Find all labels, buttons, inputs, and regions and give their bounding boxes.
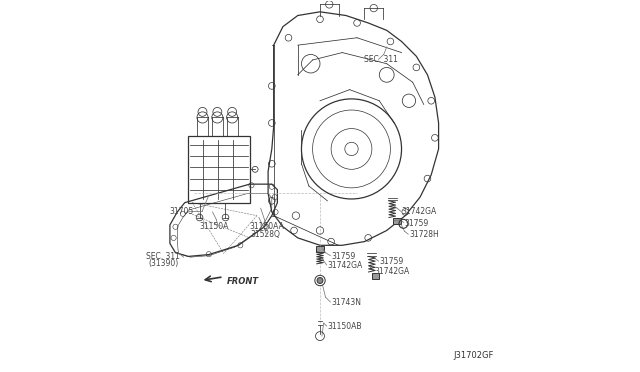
Text: 31742GA: 31742GA (401, 208, 436, 217)
Text: J31702GF: J31702GF (454, 351, 494, 360)
Text: 31743N: 31743N (331, 298, 361, 307)
Text: 31150A: 31150A (200, 222, 229, 231)
Text: 31528Q: 31528Q (251, 230, 280, 239)
Text: 31742GA: 31742GA (328, 261, 363, 270)
Circle shape (315, 275, 325, 286)
Text: 31728H: 31728H (409, 230, 438, 240)
Text: (31390): (31390) (148, 259, 179, 268)
Text: 31150AB: 31150AB (328, 322, 362, 331)
Text: FRONT: FRONT (227, 277, 259, 286)
Polygon shape (372, 273, 380, 279)
Text: 31705: 31705 (170, 208, 194, 217)
Text: 31759: 31759 (404, 219, 429, 228)
Text: 31759: 31759 (331, 252, 355, 261)
Polygon shape (316, 246, 324, 252)
Text: 31150AA: 31150AA (250, 222, 284, 231)
Text: 31759: 31759 (380, 257, 404, 266)
Polygon shape (392, 218, 401, 224)
Text: 31742GA: 31742GA (375, 267, 410, 276)
Text: SEC. 311: SEC. 311 (364, 55, 398, 64)
Circle shape (345, 142, 358, 155)
Circle shape (317, 278, 323, 283)
Text: SEC. 311: SEC. 311 (146, 252, 180, 261)
